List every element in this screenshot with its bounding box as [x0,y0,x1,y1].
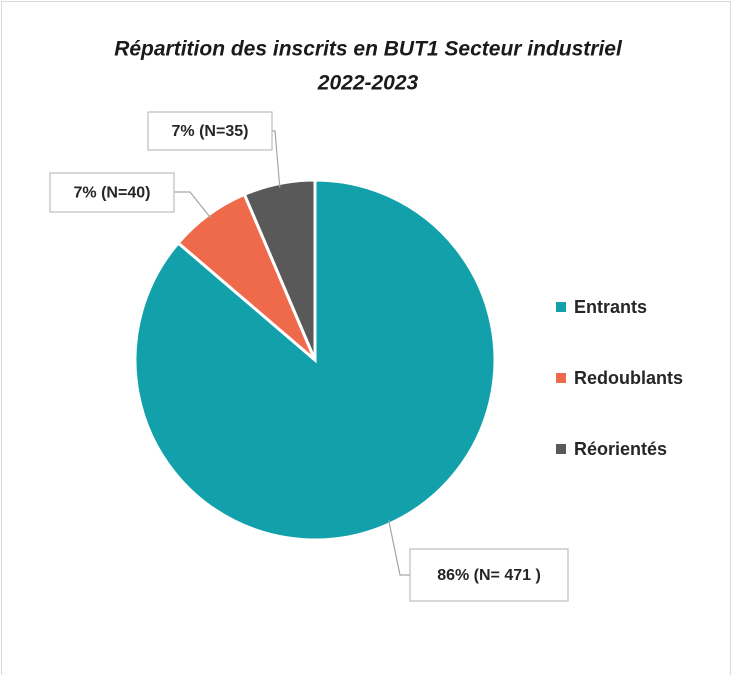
leader-line [272,130,281,188]
data-label-box [409,548,569,602]
chart-title: Répartition des inscrits en BUT1 Secteur… [114,38,623,61]
data-label: 7% (N=35) [172,123,249,140]
legend-label: Entrants [574,297,647,317]
legend-swatch [556,302,566,312]
data-label: 7% (N=40) [74,185,151,202]
leader-line [388,519,410,576]
legend-swatch [556,373,566,383]
legend-swatch [556,444,566,454]
data-label-box [49,172,175,213]
data-label: 86% (N= 471 ) [437,567,541,584]
legend-label: Réorientés [574,439,667,459]
leader-line [174,191,212,219]
chart-title: 2022-2023 [317,72,419,95]
legend-label: Redoublants [574,368,683,388]
data-label-box [147,111,273,151]
